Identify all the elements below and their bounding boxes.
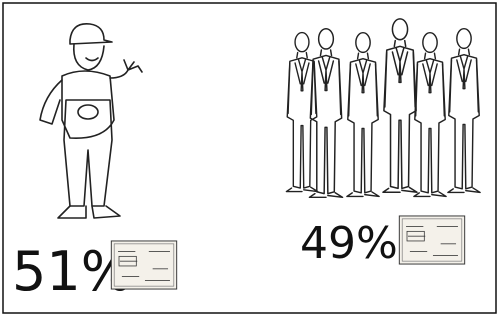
scene: 51% 49% — [0, 0, 499, 316]
right-share: 49% — [300, 218, 398, 269]
check-icon — [111, 241, 176, 289]
page: 51% 49% (() => { const data = JSON.parse… — [0, 0, 499, 316]
check-icon — [399, 216, 464, 264]
